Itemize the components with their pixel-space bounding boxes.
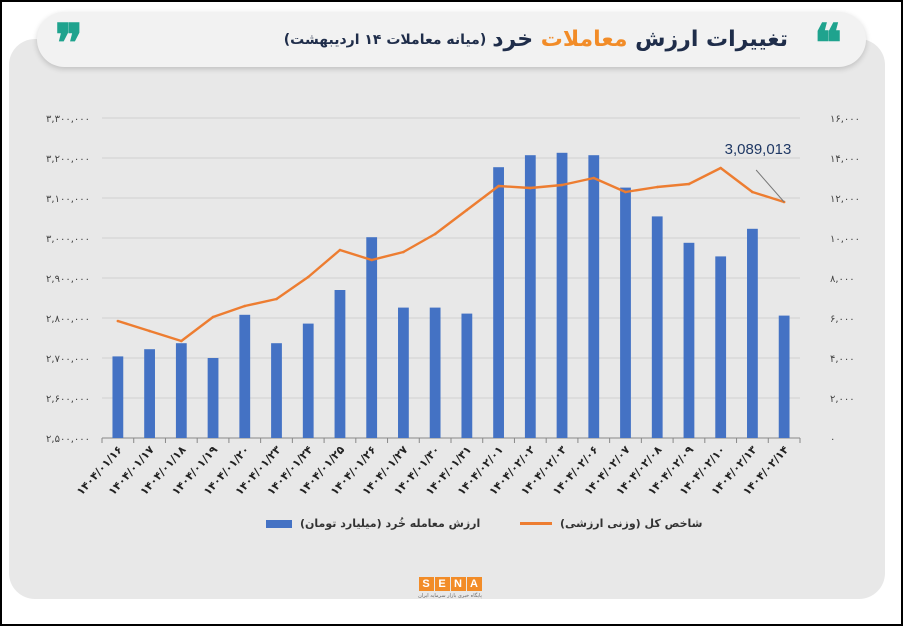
bar [144, 349, 155, 438]
index-point [402, 250, 405, 254]
index-point [306, 275, 310, 279]
bar [588, 155, 600, 438]
y-right-tick-label: ۲,۰۰۰ [830, 394, 855, 405]
index-point [751, 190, 754, 194]
bar [239, 314, 251, 438]
y-right-tick-label: ۸,۰۰۰ [830, 274, 855, 285]
bar [556, 152, 568, 439]
title-banner: تغییرات ارزش معاملات خرد (میانه معاملات … [37, 12, 866, 74]
y-right-tick-label: ۴,۰۰۰ [830, 354, 855, 365]
y-left-tick-label: ۳,۳۰۰,۰۰۰ [46, 114, 90, 125]
logo-letter: E [434, 577, 450, 591]
bar [398, 307, 409, 438]
y-left-tick-label: ۲,۶۰۰,۰۰۰ [46, 394, 90, 405]
bar [493, 167, 504, 438]
bar [175, 343, 187, 438]
sena-logo: S E N A پایگاه خبری بازار سرمایه ایران [412, 577, 488, 599]
quote-close-icon: ❞ [55, 13, 83, 74]
logo-tagline: پایگاه خبری بازار سرمایه ایران [418, 593, 482, 599]
bar [429, 307, 441, 438]
bar [747, 228, 758, 438]
index-point [433, 232, 437, 236]
y-right-tick-label: ۱۲,۰۰۰ [830, 194, 860, 205]
bar [620, 187, 631, 438]
chart-title: تغییرات ارزش معاملات خرد [492, 27, 788, 52]
y-left-tick-label: ۲,۸۰۰,۰۰۰ [46, 314, 90, 325]
legend-label-bars: ارزش معامله خُرد (میلیارد تومان) [300, 517, 481, 530]
chart-panel [9, 39, 885, 599]
y-left-tick-label: ۲,۷۰۰,۰۰۰ [46, 354, 90, 365]
bar [334, 290, 346, 438]
bar [112, 356, 124, 438]
y-left-tick-label: ۳,۱۰۰,۰۰۰ [46, 194, 90, 205]
index-point [211, 315, 215, 319]
bar [366, 237, 378, 438]
y-right-tick-label: ۱۰,۰۰۰ [830, 234, 860, 245]
index-point [338, 248, 342, 252]
bar [715, 256, 727, 438]
index-point [116, 319, 120, 323]
legend-swatch-line [520, 522, 552, 525]
index-point [243, 304, 247, 308]
index-point [148, 329, 151, 333]
index-point [719, 166, 722, 170]
index-point [465, 208, 469, 212]
bar [207, 358, 219, 438]
quote-open-icon: ❝ [814, 13, 842, 74]
y-right-tick-label: ۱۶,۰۰۰ [830, 114, 860, 125]
bar [778, 315, 790, 438]
bar [271, 343, 282, 438]
bar [461, 313, 473, 438]
index-line [117, 166, 785, 343]
index-point [655, 185, 659, 189]
y-left-tick-label: ۳,۲۰۰,۰۰۰ [46, 154, 90, 165]
bar [683, 242, 695, 438]
bar [524, 155, 536, 438]
legend-item-line: شاخص کل (وزنی ارزشی) [520, 517, 702, 530]
y-left-tick-label: ۲,۵۰۰,۰۰۰ [46, 434, 90, 445]
y-left-tick-label: ۳,۰۰۰,۰۰۰ [46, 234, 90, 245]
index-point [560, 183, 564, 187]
index-point [180, 339, 183, 343]
index-point [529, 186, 532, 190]
index-point [624, 190, 627, 194]
y-right-tick-label: ۰ [830, 434, 835, 445]
bar [302, 323, 314, 438]
legend-label-line: شاخص کل (وزنی ارزشی) [560, 517, 703, 530]
annotation-label: 3,089,013 [725, 141, 792, 158]
index-point [592, 176, 596, 180]
logo-letter: N [450, 577, 466, 591]
bar [651, 216, 663, 438]
y-right-tick-label: ۶,۰۰۰ [830, 314, 855, 325]
y-left-tick-label: ۲,۹۰۰,۰۰۰ [46, 274, 90, 285]
logo-letter: A [466, 577, 482, 591]
index-point [275, 297, 278, 301]
y-right-tick-label: ۱۴,۰۰۰ [830, 154, 860, 165]
legend-swatch-bars [266, 519, 292, 528]
index-point [687, 182, 691, 186]
legend-item-bars: ارزش معامله خُرد (میلیارد تومان) [266, 517, 480, 530]
annotation-leader [755, 169, 785, 203]
logo-letter: S [418, 577, 434, 591]
index-point [370, 258, 373, 262]
chart-subtitle: (میانه معاملات ۱۴ اردیبهشت) [283, 31, 487, 48]
index-point [497, 184, 500, 188]
